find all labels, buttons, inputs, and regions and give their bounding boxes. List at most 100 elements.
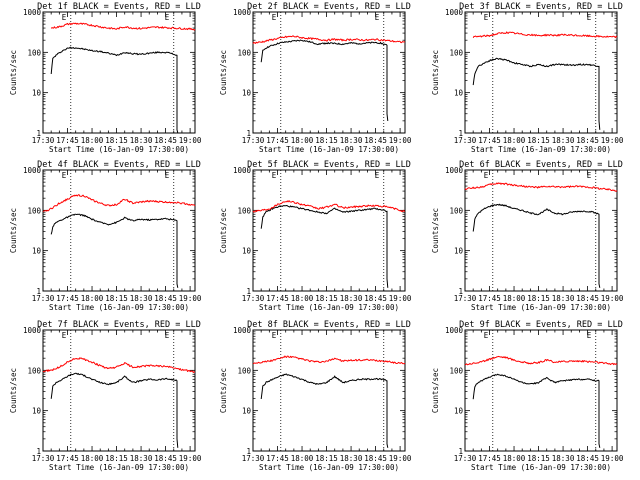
y-tick-label: 10: [454, 407, 464, 416]
x-tick-label: 17:45: [478, 294, 501, 303]
time-marker-label: E: [375, 331, 380, 340]
y-tick-label: 100: [27, 366, 41, 375]
plot-title: Det 2f BLACK = Events, RED = LLD: [247, 2, 411, 12]
plot-frame: [42, 11, 196, 134]
time-marker-label: E: [272, 171, 277, 180]
plot-frame: [252, 169, 406, 292]
time-marker-label: E: [165, 331, 170, 340]
y-axis-label: Counts/sec: [219, 50, 228, 95]
x-tick-label: 17:30: [454, 454, 477, 463]
x-tick-label: 17:30: [242, 294, 265, 303]
x-tick-label: 18:30: [130, 454, 153, 463]
x-tick-label: 18:15: [527, 454, 550, 463]
x-axis-label: Start Time (16-Jan-09 17:30:00): [259, 145, 399, 154]
x-tick-label: 18:00: [503, 136, 526, 145]
y-tick-label: 1000: [23, 326, 42, 335]
detector-plot-7: Det 7f BLACK = Events, RED = LLD 17:30 17:…: [9, 320, 202, 472]
x-tick-label: 18:30: [130, 294, 153, 303]
x-axis-label: Start Time (16-Jan-09 17:30:00): [49, 303, 189, 312]
detector-plot-5: Det 5f BLACK = Events, RED = LLD 17:30 17:…: [219, 160, 412, 312]
y-axis-label: Counts/sec: [431, 208, 440, 253]
time-marker-label: E: [484, 13, 489, 22]
x-tick-label: 18:00: [81, 454, 104, 463]
time-marker-label: E: [484, 171, 489, 180]
x-tick-label: 19:00: [601, 454, 624, 463]
x-tick-label: 18:45: [576, 294, 599, 303]
events-series-line: [50, 372, 179, 448]
y-tick-label: 100: [237, 48, 251, 57]
x-tick-label: 18:00: [81, 136, 104, 145]
x-tick-label: 18:45: [576, 136, 599, 145]
y-tick-label: 1: [36, 447, 41, 456]
x-tick-label: 18:30: [130, 136, 153, 145]
x-tick-label: 18:45: [364, 136, 387, 145]
y-tick-label: 1000: [23, 166, 42, 175]
y-tick-label: 1000: [233, 326, 252, 335]
x-tick-label: 18:15: [105, 454, 128, 463]
plot-frame: [252, 329, 406, 452]
x-axis-label: Start Time (16-Jan-09 17:30:00): [471, 145, 611, 154]
x-tick-label: 19:00: [601, 136, 624, 145]
detector-plot-1: Det 1f BLACK = Events, RED = LLD 17:30 17:…: [9, 2, 202, 154]
y-tick-label: 1000: [233, 166, 252, 175]
y-tick-label: 100: [237, 206, 251, 215]
time-marker-label: E: [165, 13, 170, 22]
time-marker-label: E: [272, 13, 277, 22]
x-tick-label: 18:15: [105, 136, 128, 145]
x-tick-label: 18:15: [527, 294, 550, 303]
plot-frame: [464, 169, 618, 292]
time-marker-label: E: [62, 171, 67, 180]
y-axis-label: Counts/sec: [431, 50, 440, 95]
plot-title: Det 3f BLACK = Events, RED = LLD: [459, 2, 623, 12]
y-tick-label: 1: [458, 129, 463, 138]
y-axis-label: Counts/sec: [9, 368, 18, 413]
lld-series-line: [464, 182, 618, 192]
x-tick-label: 19:00: [601, 294, 624, 303]
x-axis-label: Start Time (16-Jan-09 17:30:00): [259, 303, 399, 312]
detector-plot-9: Det 9f BLACK = Events, RED = LLD 17:30 17:…: [431, 320, 624, 472]
plot-title: Det 8f BLACK = Events, RED = LLD: [247, 320, 411, 330]
time-marker-label: E: [484, 331, 489, 340]
x-tick-label: 18:45: [154, 136, 177, 145]
x-tick-label: 19:00: [389, 136, 412, 145]
x-tick-label: 17:45: [478, 136, 501, 145]
x-tick-label: 17:30: [32, 454, 55, 463]
y-tick-label: 1: [458, 287, 463, 296]
x-tick-label: 17:30: [454, 136, 477, 145]
x-tick-label: 18:45: [154, 454, 177, 463]
lld-series-line: [472, 31, 618, 39]
detector-plot-3: Det 3f BLACK = Events, RED = LLD 17:30 17:…: [431, 2, 624, 154]
y-tick-label: 10: [242, 247, 252, 256]
x-tick-label: 19:00: [179, 454, 202, 463]
x-tick-label: 17:45: [266, 136, 289, 145]
x-tick-label: 18:15: [315, 294, 338, 303]
time-marker-label: E: [62, 331, 67, 340]
y-tick-label: 1: [246, 447, 251, 456]
x-tick-label: 18:30: [552, 136, 575, 145]
y-tick-label: 100: [449, 206, 463, 215]
x-tick-label: 18:15: [527, 136, 550, 145]
x-tick-label: 17:45: [478, 454, 501, 463]
lld-series-line: [42, 357, 196, 373]
time-marker-label: E: [587, 171, 592, 180]
x-tick-label: 19:00: [179, 136, 202, 145]
x-tick-label: 17:30: [32, 136, 55, 145]
y-axis-label: Counts/sec: [219, 208, 228, 253]
y-tick-label: 1: [36, 129, 41, 138]
events-series-line: [50, 213, 179, 288]
x-tick-label: 18:15: [315, 136, 338, 145]
x-tick-label: 19:00: [389, 294, 412, 303]
x-tick-label: 18:30: [340, 454, 363, 463]
lld-series-line: [42, 194, 196, 212]
y-tick-label: 100: [27, 206, 41, 215]
plot-title: Det 1f BLACK = Events, RED = LLD: [37, 2, 201, 12]
x-tick-label: 19:00: [179, 294, 202, 303]
x-tick-label: 17:30: [242, 454, 265, 463]
x-tick-label: 17:30: [32, 294, 55, 303]
time-marker-label: E: [272, 331, 277, 340]
x-tick-label: 18:00: [81, 294, 104, 303]
lld-series-line: [464, 355, 618, 366]
x-tick-label: 18:00: [291, 454, 314, 463]
y-tick-label: 100: [27, 48, 41, 57]
